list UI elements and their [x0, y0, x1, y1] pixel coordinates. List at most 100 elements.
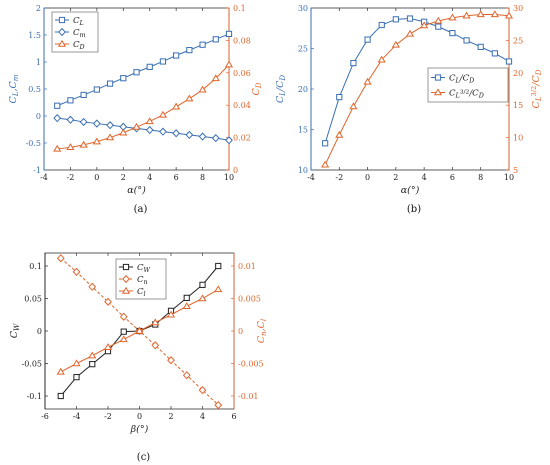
x-tick-label: 10	[224, 173, 234, 182]
data-point	[182, 371, 191, 380]
x-tick-label: 4	[147, 173, 152, 182]
data-point	[132, 122, 141, 130]
data-point	[211, 134, 220, 143]
x-tick-label: -2	[335, 173, 343, 182]
data-point	[490, 10, 499, 18]
data-point	[79, 117, 88, 127]
y-tick-label-right: 0.08	[233, 36, 251, 45]
y-axis-label-left: CW	[9, 323, 21, 338]
y-tick-label-left: 30	[298, 4, 308, 13]
data-point	[66, 115, 75, 124]
data-point	[72, 359, 81, 367]
series-clcd	[322, 15, 513, 147]
series-cl	[56, 285, 223, 375]
data-point	[349, 102, 358, 110]
x-tick-label: -2	[67, 173, 75, 182]
data-point	[214, 285, 223, 293]
x-tick-label: 2	[393, 173, 398, 182]
y-tick-label-right: -0.005	[238, 360, 264, 369]
data-point	[67, 97, 74, 104]
series-cd	[53, 60, 234, 152]
y-tick-label-right: 20	[513, 69, 523, 78]
x-tick-label: -2	[104, 412, 112, 421]
data-point	[53, 114, 62, 123]
chart-a: -4 -2 0 2 4 6 8 10 α(°) -1 -0.5 0 0.5 1 1.5 2 0 0.02 0.04 0…	[8, 4, 263, 215]
data-point	[199, 281, 206, 288]
y-axis-label-left: CL,Cm	[8, 74, 20, 103]
y-tick-label-left: 10	[298, 166, 308, 175]
x-tick-label: 4	[200, 412, 205, 421]
data-point	[321, 160, 330, 168]
data-point	[56, 367, 65, 375]
y-tick-label-right: -0.01	[238, 392, 259, 401]
x-tick-label: 6	[231, 412, 236, 421]
legend-label: CL/CD	[449, 74, 474, 85]
series-cm	[53, 114, 233, 145]
data-point	[120, 328, 127, 335]
y-tick-label-right: 15	[513, 101, 523, 110]
x-tick-label: 0	[94, 173, 99, 182]
data-point	[119, 335, 128, 343]
data-point	[224, 60, 234, 68]
x-tick-label: 8	[200, 173, 205, 182]
data-point	[420, 21, 429, 29]
data-point	[198, 386, 207, 395]
x-axis-label: β(°)	[130, 424, 149, 435]
y-tick-label-right: 30	[513, 4, 523, 13]
data-point	[364, 36, 371, 43]
y-tick-label-left: -0.1	[27, 392, 42, 401]
data-point	[211, 74, 220, 82]
data-point	[462, 11, 471, 19]
data-point	[119, 312, 128, 321]
data-point	[477, 43, 484, 50]
chart-b: -4 -2 0 2 4 6 8 10α(°)101520253051015202530CL/C…	[275, 4, 543, 215]
y-tick-label-left: 15	[298, 126, 308, 135]
data-point	[80, 91, 87, 99]
legend-marker	[434, 74, 442, 81]
data-point	[104, 297, 112, 306]
figure-caption: (a)	[134, 204, 148, 215]
data-point	[182, 302, 191, 309]
data-point	[504, 11, 514, 19]
y-tick-label-left: 25	[298, 45, 308, 54]
x-tick-label: 6	[450, 173, 455, 182]
data-point	[172, 102, 181, 110]
data-point	[151, 318, 160, 326]
data-point	[335, 130, 344, 138]
x-tick-label: 2	[168, 412, 173, 421]
legend-marker	[58, 27, 66, 37]
data-point	[173, 52, 180, 59]
series-cl32cd	[321, 10, 514, 168]
data-point	[435, 23, 442, 30]
x-tick-label: 0	[365, 173, 370, 182]
x-tick-label: -6	[41, 412, 49, 421]
data-point	[183, 294, 190, 301]
x-tick-label: -4	[40, 173, 48, 182]
legend-marker	[58, 16, 66, 24]
data-point	[93, 86, 100, 93]
data-point	[476, 10, 485, 18]
data-point	[92, 119, 101, 128]
legend-label: Cn	[137, 275, 148, 286]
data-point	[391, 40, 400, 48]
data-point	[57, 392, 64, 400]
data-point	[448, 13, 457, 21]
data-point	[322, 140, 329, 147]
data-point	[119, 128, 128, 136]
y-tick-label-left: 0	[37, 327, 42, 336]
x-tick-label: 6	[174, 173, 179, 182]
y-tick-label-right: 0.02	[233, 134, 251, 143]
data-point	[73, 374, 80, 381]
y-tick-label-left: -0.5	[26, 139, 41, 148]
data-point	[212, 36, 219, 43]
y-axis-label-right: CL3/2/CD	[530, 69, 543, 108]
data-point	[167, 356, 175, 365]
data-point	[103, 343, 113, 350]
data-point	[105, 133, 115, 141]
y-tick-label-right: 0.04	[233, 101, 251, 110]
data-point	[92, 137, 101, 145]
chart-c: -6 -4 -2 0 2 4 6 β(°) -0.1 -0.05 0 0.05 0.1 -0.01 -0.0…	[9, 252, 268, 463]
y-tick-label-left: 1.5	[28, 31, 41, 40]
x-tick-label: 2	[121, 173, 126, 182]
data-point	[106, 121, 114, 130]
